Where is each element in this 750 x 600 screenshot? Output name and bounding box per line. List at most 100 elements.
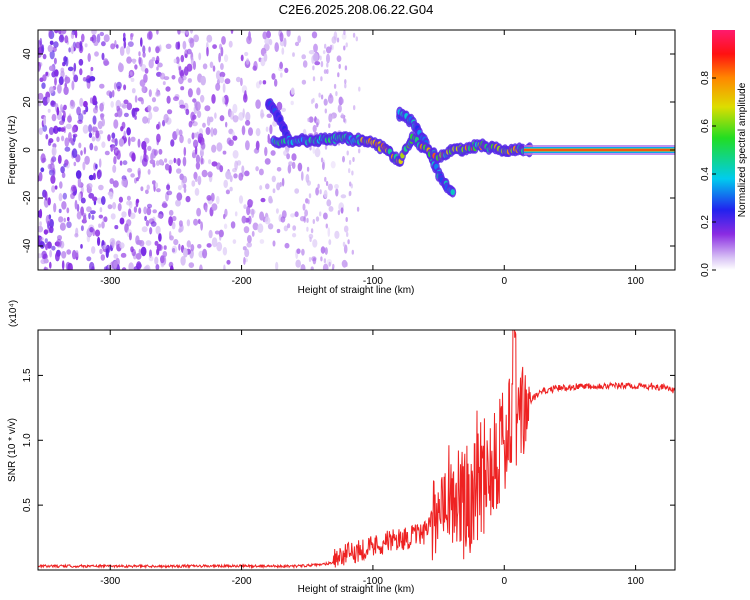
noise-cell xyxy=(195,154,201,165)
noise-cell xyxy=(290,100,294,106)
noise-cell xyxy=(200,94,205,103)
noise-cell xyxy=(50,157,55,165)
noise-cell xyxy=(176,192,183,201)
noise-cell xyxy=(312,257,317,265)
noise-cell xyxy=(145,220,150,227)
noise-cell xyxy=(242,246,247,251)
noise-cell xyxy=(173,157,177,164)
noise-cell xyxy=(47,108,51,113)
noise-cell xyxy=(147,169,151,175)
noise-cell xyxy=(244,90,247,100)
noise-cell xyxy=(130,246,134,253)
noise-cell xyxy=(50,175,56,184)
noise-cell xyxy=(140,98,144,105)
noise-cell xyxy=(222,150,227,155)
noise-cell xyxy=(38,225,44,233)
noise-cell xyxy=(266,113,273,119)
noise-cell xyxy=(73,161,77,167)
noise-cell xyxy=(49,40,54,45)
noise-cell xyxy=(200,156,204,165)
y-tick-label: 0 xyxy=(22,147,33,153)
noise-cell xyxy=(351,249,354,255)
noise-cell xyxy=(338,63,341,69)
noise-cell xyxy=(111,132,116,139)
noise-cell xyxy=(327,94,334,104)
noise-cell xyxy=(48,86,54,94)
noise-cell xyxy=(335,188,339,197)
noise-cell xyxy=(259,185,263,191)
noise-cell xyxy=(126,195,131,201)
noise-cell xyxy=(252,222,259,231)
noise-cell xyxy=(194,177,198,182)
noise-cell xyxy=(118,62,123,72)
noise-cell xyxy=(113,253,119,259)
noise-cell xyxy=(212,44,218,49)
noise-cell xyxy=(127,41,134,47)
noise-cell xyxy=(178,129,183,137)
noise-cell xyxy=(168,216,174,227)
noise-cell xyxy=(56,106,60,116)
noise-cell xyxy=(262,31,268,40)
noise-cell xyxy=(148,46,151,53)
carrier-peak xyxy=(523,149,675,151)
noise-cell xyxy=(274,78,278,87)
noise-cell xyxy=(99,248,103,255)
noise-cell xyxy=(345,42,348,48)
noise-cell xyxy=(259,211,265,221)
noise-cell xyxy=(262,80,267,85)
noise-cell xyxy=(271,73,276,80)
noise-cell xyxy=(153,149,158,156)
noise-cell xyxy=(228,40,233,48)
noise-cell xyxy=(70,31,75,39)
noise-cell xyxy=(79,97,84,107)
noise-cell xyxy=(182,156,187,167)
noise-cell xyxy=(272,240,276,247)
noise-cell xyxy=(107,263,112,269)
noise-cell xyxy=(123,112,129,118)
noise-cell xyxy=(112,202,117,210)
noise-cell xyxy=(146,184,150,191)
noise-cell xyxy=(155,46,160,54)
noise-cell xyxy=(78,113,84,122)
noise-cell xyxy=(183,247,188,258)
noise-cell xyxy=(58,34,65,43)
noise-cell xyxy=(304,209,308,217)
noise-cell xyxy=(83,109,87,115)
noise-cell xyxy=(257,223,264,233)
noise-cell xyxy=(39,208,43,219)
noise-cell xyxy=(94,51,99,57)
noise-cell xyxy=(306,217,309,223)
noise-cell xyxy=(294,41,300,47)
noise-cell xyxy=(88,174,94,181)
noise-cell xyxy=(43,116,47,126)
noise-cell xyxy=(295,259,302,268)
noise-cell xyxy=(74,199,78,210)
noise-cell xyxy=(328,206,334,212)
noise-cell xyxy=(275,208,279,214)
noise-cell xyxy=(283,225,289,232)
noise-cell xyxy=(225,170,232,180)
noise-cell xyxy=(148,111,153,121)
noise-cell xyxy=(109,191,114,200)
noise-cell xyxy=(51,245,56,251)
noise-cell xyxy=(308,116,314,123)
noise-cell xyxy=(54,77,57,86)
noise-cell xyxy=(306,166,310,172)
noise-cell xyxy=(191,180,196,187)
noise-cell xyxy=(103,34,110,43)
noise-cell xyxy=(297,162,303,172)
noise-cell xyxy=(112,180,119,188)
noise-cell xyxy=(302,203,306,211)
noise-cell xyxy=(43,267,49,270)
y-tick-label: -40 xyxy=(22,238,33,253)
noise-cell xyxy=(292,233,297,238)
noise-cell xyxy=(47,197,51,206)
snr-frame xyxy=(37,329,676,571)
noise-cell xyxy=(165,86,171,92)
noise-cell xyxy=(61,201,67,210)
noise-cell xyxy=(196,87,201,96)
noise-cell xyxy=(99,83,105,89)
noise-cell xyxy=(100,254,106,261)
snr-axes: -300 -200 -100 0 100 0.5 1.0 1.5 xyxy=(22,330,675,587)
noise-cell xyxy=(323,258,327,264)
